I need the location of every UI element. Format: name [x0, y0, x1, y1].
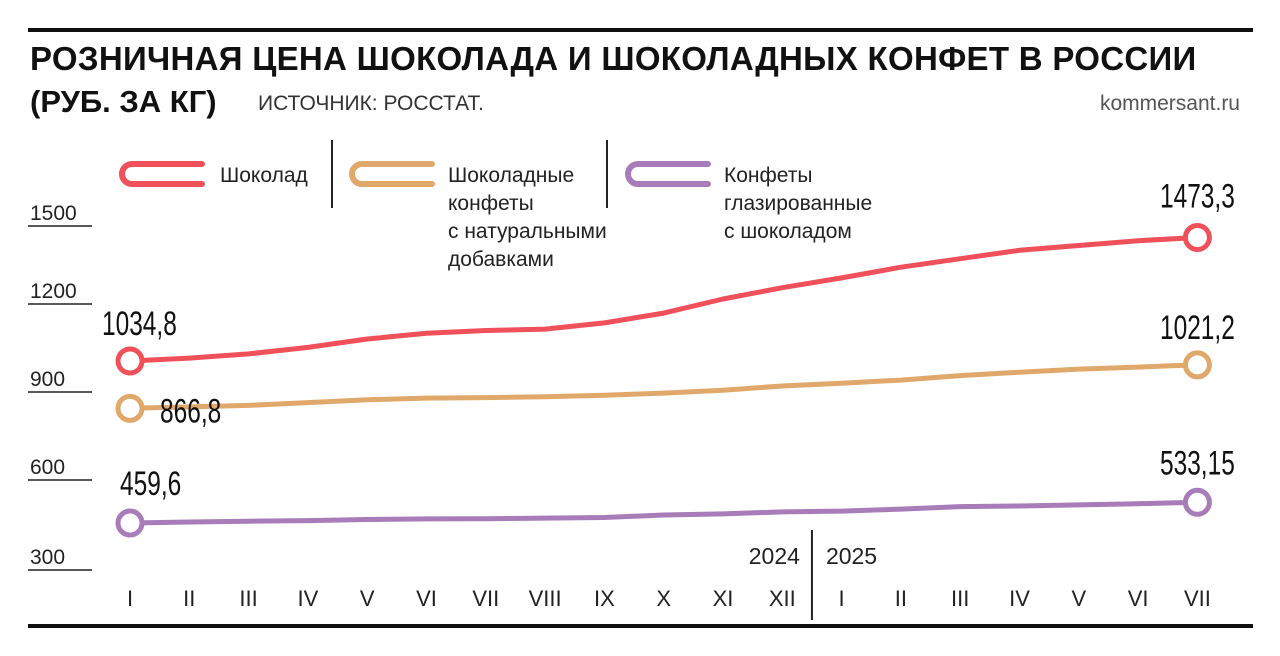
- brand-link[interactable]: kommersant.ru: [1099, 92, 1240, 115]
- data-label-end: 1473,3: [1160, 178, 1235, 216]
- y-tick-label: 1500: [30, 202, 77, 225]
- x-tick-label: IV: [1009, 586, 1030, 611]
- bottom-rule: [28, 624, 1253, 628]
- x-tick-label: X: [656, 586, 671, 611]
- chart-unit: (РУБ. ЗА КГ): [30, 84, 217, 119]
- x-tick-label: V: [360, 586, 375, 611]
- data-label-start: 866,8: [160, 392, 221, 430]
- legend-label-line: добавками: [448, 248, 554, 271]
- data-point-start-marker: [115, 508, 145, 538]
- data-point-end-marker: [1182, 223, 1212, 253]
- x-tick-label: VII: [472, 586, 499, 611]
- year-label: 2025: [826, 543, 877, 569]
- x-tick-label: II: [895, 586, 907, 611]
- data-point-end-marker: [1182, 350, 1212, 380]
- x-tick-label: IX: [594, 586, 615, 611]
- legend-swatch: [625, 161, 711, 187]
- legend-item-glazed-candies: Конфеты глазированные с шоколадом: [724, 162, 872, 246]
- legend-separator: [331, 140, 333, 208]
- x-tick-label: II: [183, 586, 195, 611]
- legend-label-line: Шоколадные: [448, 164, 575, 187]
- legend-item-candies-natural: Шоколадные конфеты с натуральными добавк…: [448, 162, 607, 274]
- data-label-start: 1034,8: [102, 305, 177, 343]
- series-line: [127, 362, 1200, 411]
- y-tick-label: 900: [30, 368, 65, 391]
- legend-label-line: конфеты: [448, 192, 534, 215]
- year-label: 2024: [749, 543, 800, 569]
- legend-label-line: Конфеты: [724, 164, 813, 187]
- legend-label-line: с натуральными: [448, 220, 607, 243]
- data-point-start-marker: [115, 346, 145, 376]
- x-tick-label: V: [1071, 586, 1086, 611]
- y-tick-label: 1200: [30, 280, 77, 303]
- y-tick-label: 600: [30, 456, 65, 479]
- data-label-end: 533,15: [1160, 444, 1235, 482]
- x-tick-label: I: [127, 586, 133, 611]
- legend-item-chocolate: Шоколад: [220, 162, 308, 190]
- legend-swatch: [119, 161, 205, 187]
- x-tick-label: VI: [416, 586, 437, 611]
- x-tick-label: III: [951, 586, 969, 611]
- legend-label-line: Шоколад: [220, 164, 308, 187]
- x-tick-label: I: [839, 586, 845, 611]
- x-tick-label: VI: [1128, 586, 1149, 611]
- legend-separator: [606, 140, 608, 208]
- data-label-start: 459,6: [120, 465, 181, 503]
- x-tick-label: III: [239, 586, 257, 611]
- legend-label-line: глазированные: [724, 192, 873, 215]
- y-tick-label: 300: [30, 546, 65, 569]
- legend-label-line: с шоколадом: [724, 220, 852, 243]
- x-tick-label: VII: [1184, 586, 1211, 611]
- series-line: [127, 235, 1200, 364]
- data-label-end: 1021,2: [1160, 309, 1235, 347]
- top-rule: [28, 28, 1253, 32]
- series-line: [127, 499, 1200, 526]
- chart-source: ИСТОЧНИК: РОССТАТ.: [258, 92, 484, 115]
- chart-title: РОЗНИЧНАЯ ЦЕНА ШОКОЛАДА И ШОКОЛАДНЫХ КОН…: [30, 40, 1197, 77]
- legend-swatch: [349, 161, 435, 187]
- x-tick-label: VIII: [529, 586, 562, 611]
- data-point-start-marker: [115, 393, 145, 423]
- x-tick-label: XII: [769, 586, 796, 611]
- x-tick-label: IV: [298, 586, 319, 611]
- x-tick-label: XI: [713, 586, 734, 611]
- data-point-end-marker: [1182, 487, 1212, 517]
